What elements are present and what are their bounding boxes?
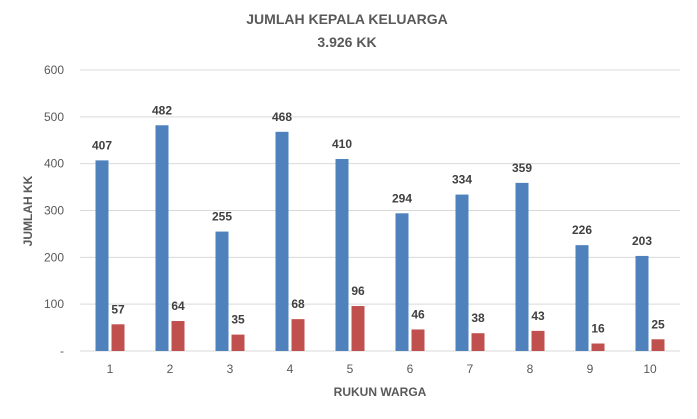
y-tick-label: 500 <box>44 110 64 124</box>
x-tick-label: 8 <box>527 362 534 376</box>
data-label: 43 <box>531 309 545 323</box>
data-label: 35 <box>231 313 245 327</box>
x-tick-label: 10 <box>643 362 657 376</box>
bar <box>455 194 469 351</box>
data-label: 407 <box>92 138 112 152</box>
data-label: 203 <box>632 234 652 248</box>
data-label: 64 <box>171 299 185 313</box>
y-tick-label: 600 <box>44 63 64 77</box>
data-label: 38 <box>471 311 485 325</box>
bars <box>95 125 665 351</box>
bar <box>651 339 665 351</box>
x-tick-label: 2 <box>167 362 174 376</box>
data-label: 482 <box>152 103 172 117</box>
data-label: 334 <box>452 173 472 187</box>
y-tick-label: 400 <box>44 157 64 171</box>
bar <box>351 306 365 351</box>
data-label: 68 <box>291 297 305 311</box>
bar <box>155 125 169 351</box>
y-tick-label: 200 <box>44 250 64 264</box>
data-label: 16 <box>591 322 605 336</box>
x-tick-label: 6 <box>407 362 414 376</box>
y-axis-title: JUMLAH KK <box>21 175 35 246</box>
bar <box>275 131 289 351</box>
bar <box>591 343 605 351</box>
data-label: 226 <box>572 223 592 237</box>
x-tick-label: 1 <box>107 362 114 376</box>
bar <box>335 158 349 351</box>
data-label: 255 <box>212 210 232 224</box>
bar <box>231 334 245 351</box>
y-tick-label: - <box>60 344 64 358</box>
x-tick-label: 9 <box>587 362 594 376</box>
x-axis-title: RUKUN WARGA <box>334 385 427 399</box>
bar <box>515 182 529 351</box>
data-labels: 407 57 482 64 255 35 468 68 410 96 294 46 334 38 359 43… <box>92 103 665 335</box>
bar <box>575 245 589 351</box>
x-axis-ticks: 1 2 3 4 5 6 7 8 9 10 <box>107 362 657 376</box>
bar <box>471 333 485 351</box>
bar <box>171 321 185 351</box>
x-tick-label: 3 <box>227 362 234 376</box>
x-tick-label: 5 <box>347 362 354 376</box>
y-tick-label: 100 <box>44 297 64 311</box>
chart-title: JUMLAH KEPALA KELUARGA <box>246 11 447 27</box>
data-label: 410 <box>332 137 352 151</box>
data-label: 468 <box>272 110 292 124</box>
bar <box>635 255 649 351</box>
data-label: 96 <box>351 284 365 298</box>
x-tick-label: 4 <box>287 362 294 376</box>
data-label: 46 <box>411 307 425 321</box>
data-label: 25 <box>651 317 665 331</box>
bar <box>395 213 409 351</box>
data-label: 57 <box>111 302 125 316</box>
bar <box>111 324 125 351</box>
data-label: 359 <box>512 161 532 175</box>
chart-subtitle: 3.926 KK <box>317 34 376 50</box>
bar <box>291 319 305 351</box>
bar <box>215 231 229 351</box>
y-tick-label: 300 <box>44 204 64 218</box>
x-tick-label: 7 <box>467 362 474 376</box>
data-label: 294 <box>392 191 412 205</box>
bar <box>411 329 425 351</box>
gridlines <box>80 69 680 352</box>
y-axis-ticks: - 100 200 300 400 500 600 <box>44 63 64 358</box>
bar <box>95 160 109 351</box>
bar <box>531 330 545 351</box>
